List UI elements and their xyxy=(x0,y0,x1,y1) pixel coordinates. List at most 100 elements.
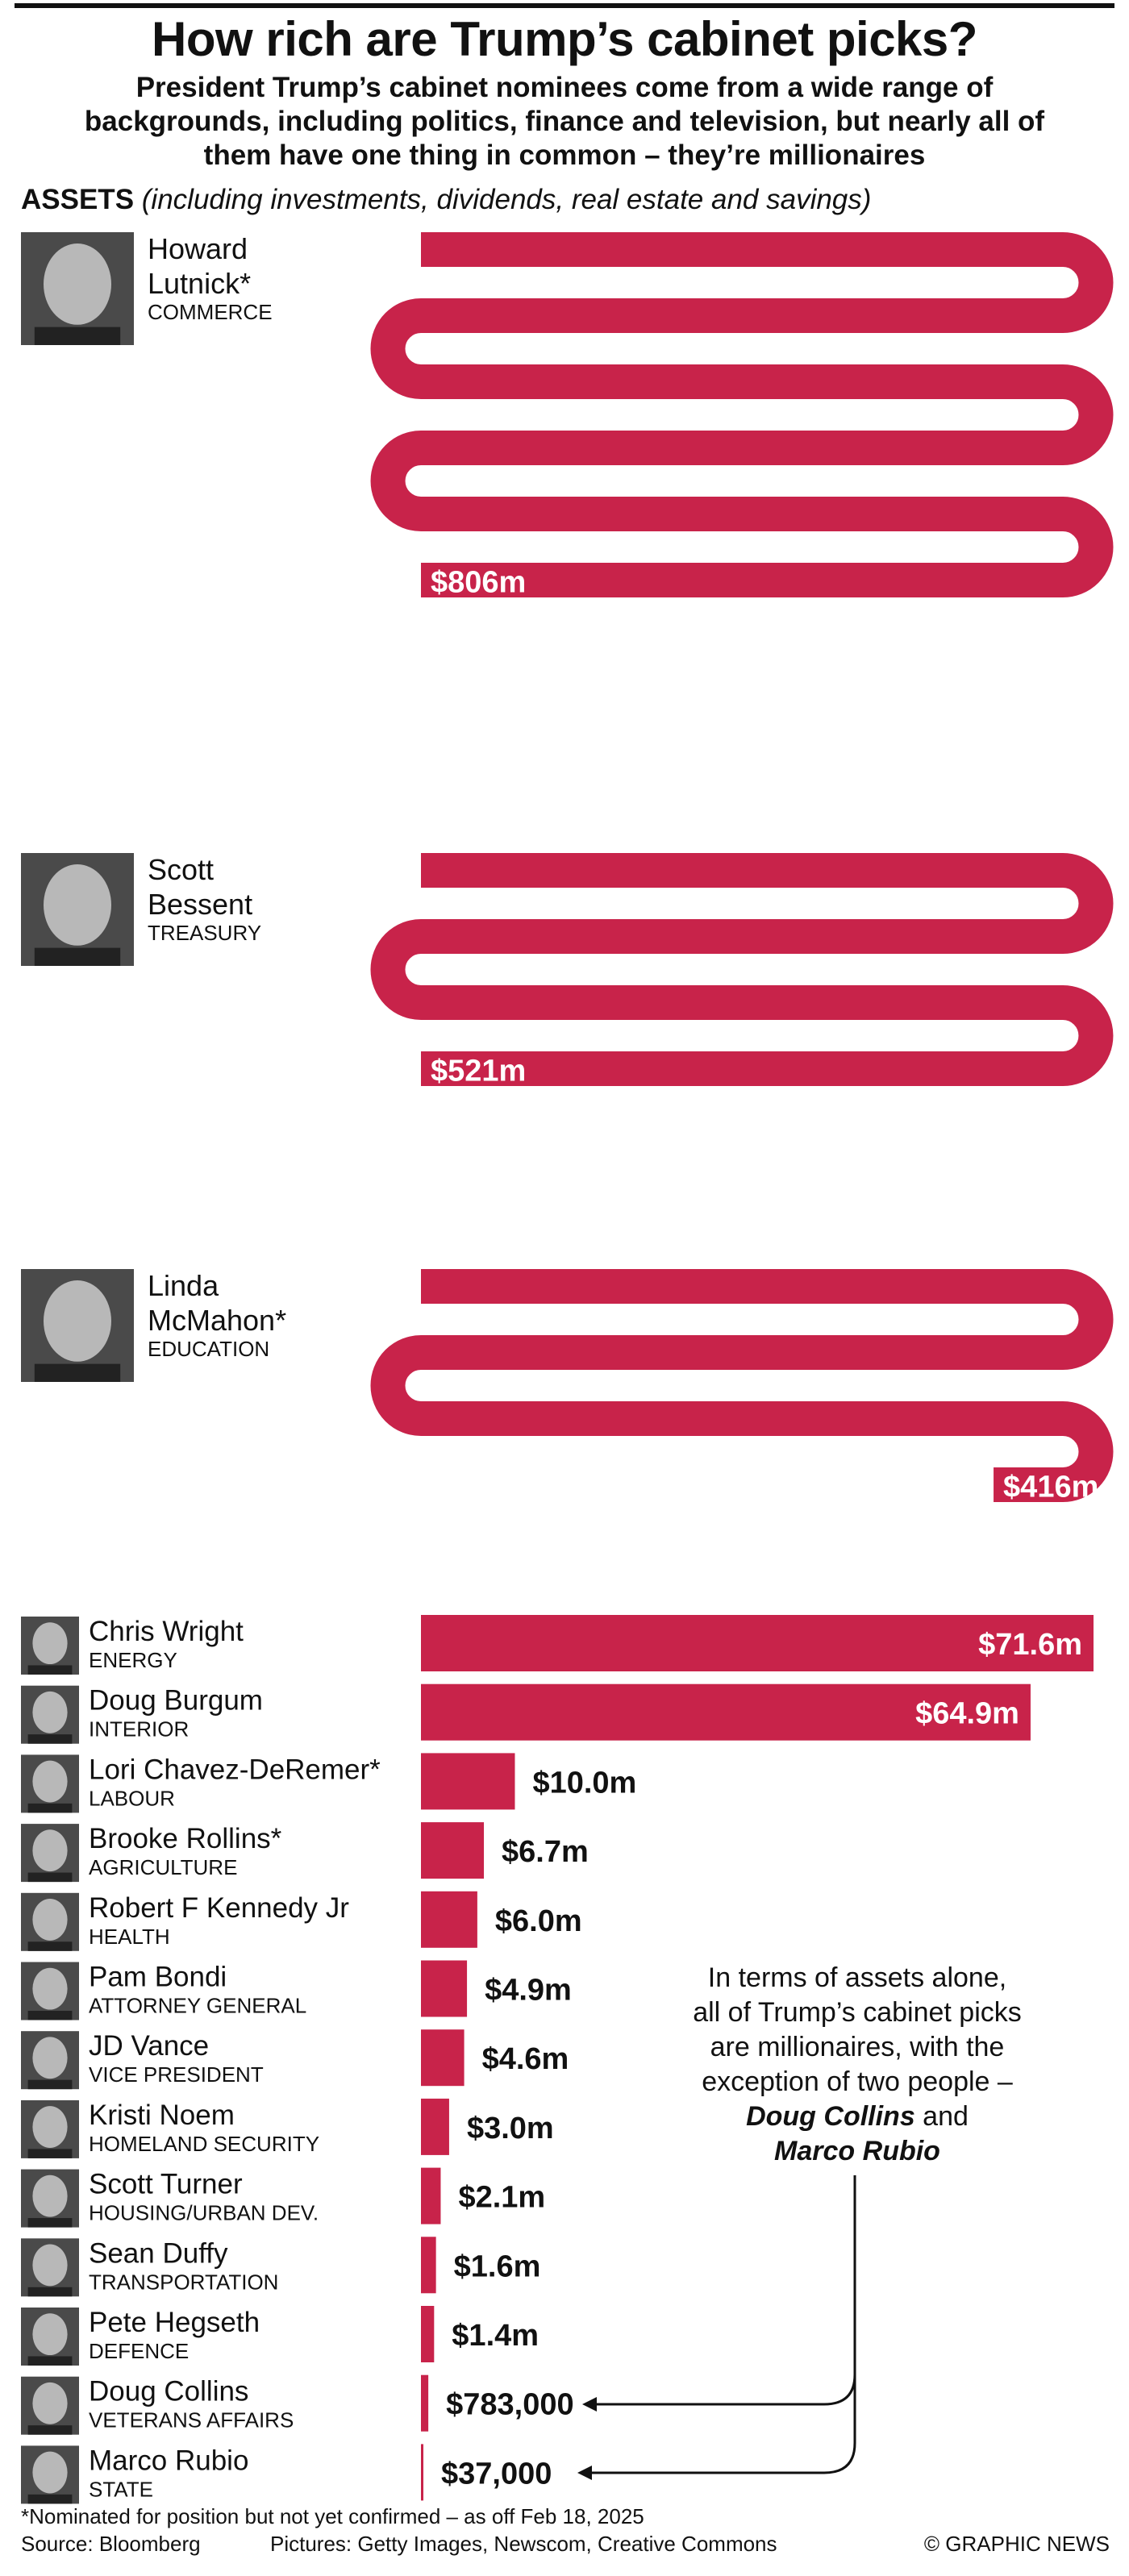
person-name-14: Doug Collins xyxy=(89,2376,248,2407)
portrait-8-shoulders xyxy=(27,2010,73,2020)
portrait-7-shoulders xyxy=(27,1941,73,1951)
portrait-1-shoulders xyxy=(34,947,121,966)
bar-7 xyxy=(421,1891,477,1948)
bar-label-3: $71.6m xyxy=(978,1628,1082,1662)
bar-6 xyxy=(421,1822,485,1879)
portrait-7-face xyxy=(32,1899,68,1941)
bar-label-5: $10.0m xyxy=(532,1766,636,1800)
portrait-12-shoulders xyxy=(27,2287,73,2297)
bar-label-4: $64.9m xyxy=(915,1697,1019,1731)
annotation-line-1: all of Trump’s cabinet picks xyxy=(693,1997,1022,2028)
bar-label-7: $6.0m xyxy=(495,1904,582,1938)
portrait-9 xyxy=(21,2031,79,2090)
portrait-13 xyxy=(21,2308,79,2366)
portrait-1 xyxy=(21,853,134,966)
person-name-4: Doug Burgum xyxy=(89,1685,263,1717)
person-role-11: HOUSING/URBAN DEV. xyxy=(89,2201,319,2225)
portrait-8-face xyxy=(32,1967,68,2010)
portrait-5-shoulders xyxy=(27,1803,73,1813)
bar-label-9: $4.6m xyxy=(482,2042,569,2076)
portrait-11-shoulders xyxy=(27,2218,73,2228)
person-name-last-0: Lutnick* xyxy=(148,267,251,300)
bar-label-8: $4.9m xyxy=(485,1974,572,2008)
bar-label-1: $521m xyxy=(431,1055,526,1088)
portrait-9-shoulders xyxy=(27,2079,73,2090)
bar-10 xyxy=(421,2098,449,2155)
portrait-2-face xyxy=(44,1280,111,1362)
person-role-0: COMMERCE xyxy=(148,300,273,324)
portrait-8 xyxy=(21,1962,79,2020)
portrait-4 xyxy=(21,1685,79,1744)
portrait-11-face xyxy=(32,2174,68,2217)
bar-label-0: $806m xyxy=(431,566,526,600)
person-role-10: HOMELAND SECURITY xyxy=(89,2132,319,2156)
portrait-7 xyxy=(21,1892,79,1951)
pictures-credit: Pictures: Getty Images, Newscom, Creativ… xyxy=(270,2532,777,2556)
portrait-6 xyxy=(21,1824,79,1883)
person-role-13: DEFENCE xyxy=(89,2339,189,2363)
page-subtitle: President Trump’s cabinet nominees come … xyxy=(84,72,1045,171)
portrait-5 xyxy=(21,1754,79,1813)
person-role-5: LABOUR xyxy=(89,1786,175,1810)
bar-label-13: $1.4m xyxy=(452,2319,539,2353)
assets-label-bold: ASSETS xyxy=(21,184,135,215)
person-name-7: Robert F Kennedy Jr xyxy=(89,1892,349,1924)
bar-13 xyxy=(421,2306,435,2362)
portrait-14-shoulders xyxy=(27,2425,73,2435)
person-name-12: Sean Duffy xyxy=(89,2237,228,2269)
person-name-10: Kristi Noem xyxy=(89,2100,235,2131)
portrait-4-face xyxy=(32,1691,68,1733)
person-name-8: Pam Bondi xyxy=(89,1962,227,1993)
portrait-1-face xyxy=(44,864,111,946)
person-name-5: Lori Chavez-DeRemer* xyxy=(89,1754,381,1785)
portrait-6-face xyxy=(32,1829,68,1872)
bar-0 xyxy=(370,232,1114,597)
portrait-2-shoulders xyxy=(34,1363,121,1382)
assets-label-note: (including investments, dividends, real … xyxy=(141,184,872,215)
portrait-10 xyxy=(21,2100,79,2158)
portrait-4-shoulders xyxy=(27,1734,73,1744)
portrait-13-shoulders xyxy=(27,2356,73,2366)
portrait-14 xyxy=(21,2376,79,2435)
portrait-3 xyxy=(21,1617,79,1675)
arrowhead-rubio xyxy=(577,2466,592,2480)
person-name-first-1: Scott xyxy=(148,853,214,886)
bar-12 xyxy=(421,2237,436,2294)
bar-11 xyxy=(421,2167,441,2224)
bar-label-10: $3.0m xyxy=(467,2112,554,2145)
person-role-4: INTERIOR xyxy=(89,1717,189,1742)
portrait-15-shoulders xyxy=(27,2494,73,2504)
person-name-first-2: Linda xyxy=(148,1269,219,1302)
arrowhead-collins xyxy=(582,2397,597,2412)
person-name-first-0: Howard xyxy=(148,232,248,265)
portrait-0-shoulders xyxy=(34,327,121,345)
person-role-2: EDUCATION xyxy=(148,1337,269,1361)
portrait-3-face xyxy=(32,1622,68,1665)
copyright: © GRAPHIC NEWS xyxy=(923,2532,1110,2556)
portrait-0-face xyxy=(44,243,111,325)
portrait-9-face xyxy=(32,2037,68,2079)
bar-8 xyxy=(421,1960,468,2017)
person-name-13: Pete Hegseth xyxy=(89,2307,260,2338)
bar-9 xyxy=(421,2029,465,2087)
person-name-15: Marco Rubio xyxy=(89,2445,248,2476)
annotation-and: and xyxy=(915,2101,969,2132)
person-role-1: TREASURY xyxy=(148,921,261,945)
portrait-10-shoulders xyxy=(27,2149,73,2158)
portrait-6-shoulders xyxy=(27,1872,73,1883)
source-credit: Source: Bloomberg xyxy=(21,2532,201,2556)
person-role-8: ATTORNEY GENERAL xyxy=(89,1994,306,2018)
portrait-2 xyxy=(21,1269,134,1382)
connector-collins xyxy=(597,2175,856,2406)
person-name-9: JD Vance xyxy=(89,2030,209,2062)
bar-label-12: $1.6m xyxy=(454,2249,541,2283)
portrait-15 xyxy=(21,2445,79,2504)
page-title: How rich are Trump’s cabinet picks? xyxy=(152,12,977,66)
bar-label-2: $416m xyxy=(1003,1471,1098,1504)
annotation-line-3: exception of two people – xyxy=(702,2066,1013,2097)
bar-label-14: $783,000 xyxy=(446,2388,574,2422)
bar-14 xyxy=(421,2374,429,2432)
person-role-7: HEALTH xyxy=(89,1925,170,1949)
assets-label: ASSETS (including investments, dividends… xyxy=(21,184,871,216)
